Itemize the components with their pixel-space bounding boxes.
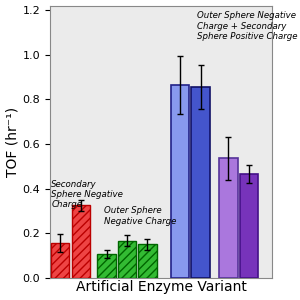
Bar <box>72 205 90 278</box>
Y-axis label: TOF (hr⁻¹): TOF (hr⁻¹) <box>6 107 20 177</box>
Bar <box>97 254 116 278</box>
Bar <box>191 87 210 278</box>
Text: Outer Sphere Negative
Charge + Secondary
Sphere Positive Charge: Outer Sphere Negative Charge + Secondary… <box>197 11 298 41</box>
Text: Secondary
Sphere Negative
Charge: Secondary Sphere Negative Charge <box>51 180 123 209</box>
Bar <box>219 158 238 278</box>
Bar <box>50 243 69 278</box>
Bar <box>118 241 136 278</box>
Text: Outer Sphere
Negative Charge: Outer Sphere Negative Charge <box>104 206 176 226</box>
X-axis label: Artificial Enzyme Variant: Artificial Enzyme Variant <box>76 280 247 294</box>
Bar <box>138 244 157 278</box>
Bar <box>240 174 258 278</box>
Bar <box>171 85 190 278</box>
